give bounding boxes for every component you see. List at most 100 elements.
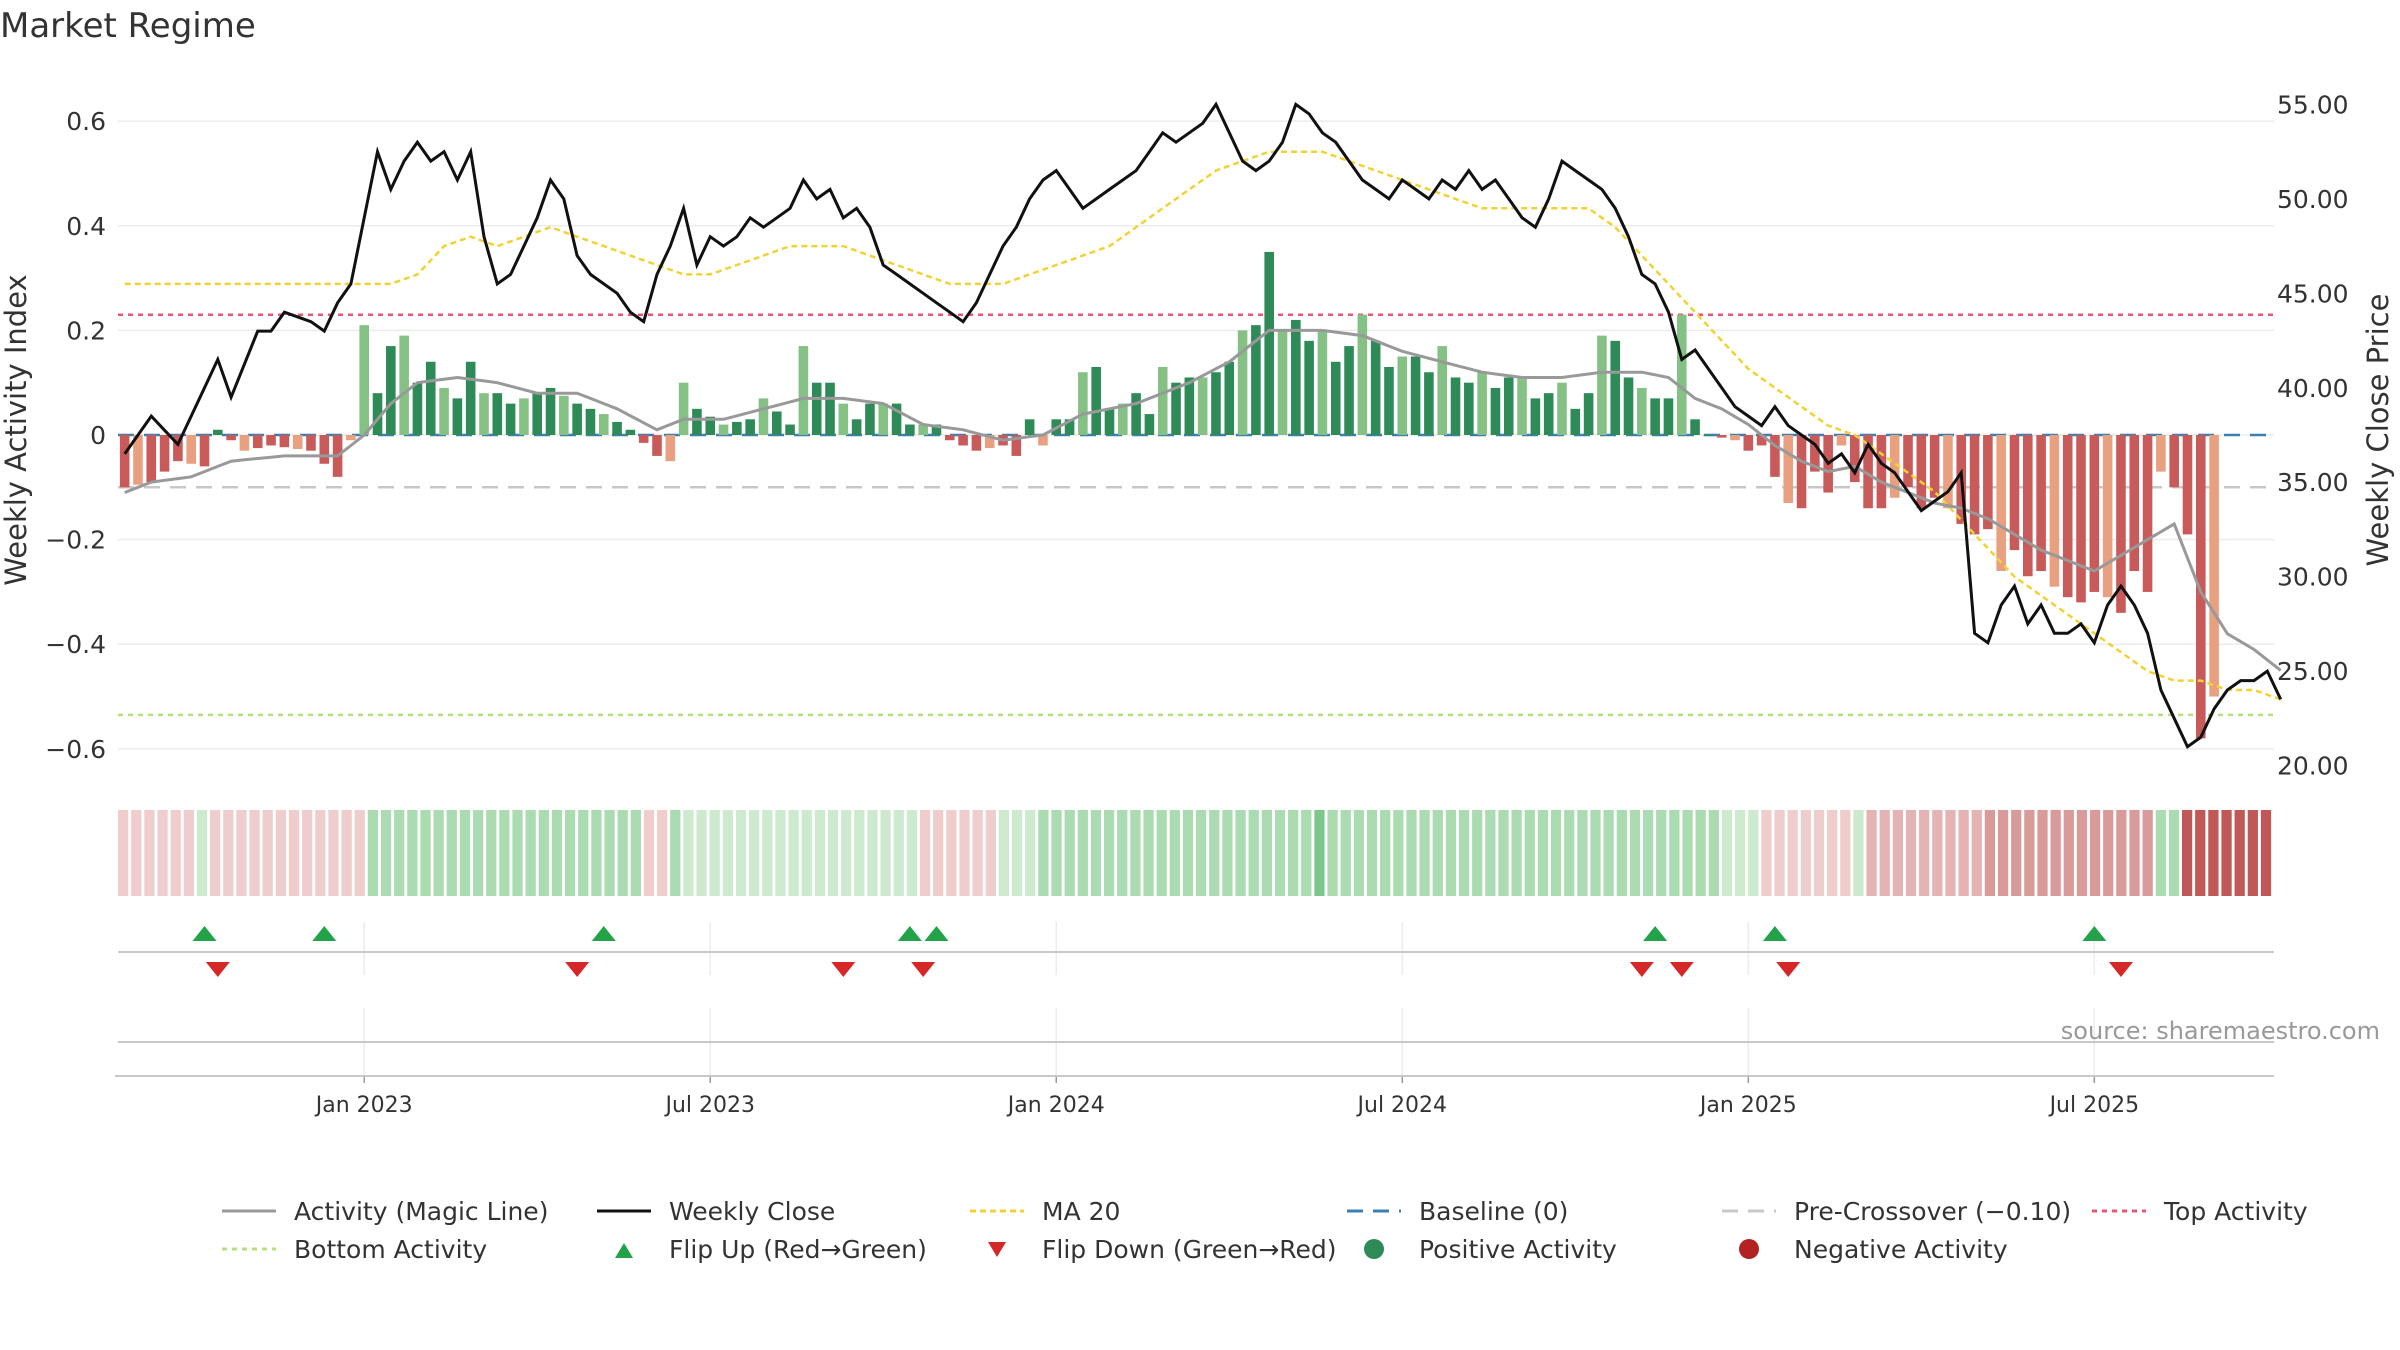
legend-swatch-flip-down <box>988 1242 1006 1257</box>
regime-cell <box>775 810 786 896</box>
y2-tick-label: 45.00 <box>2277 279 2349 308</box>
regime-cell <box>1196 810 1207 896</box>
regime-cell <box>1472 810 1483 896</box>
activity-bar <box>798 346 809 435</box>
regime-cell <box>1090 810 1102 896</box>
activity-bar <box>918 424 928 435</box>
activity-bar <box>745 419 755 435</box>
activity-bar <box>1211 372 1221 435</box>
activity-bar <box>1690 419 1700 435</box>
regime-cell <box>1550 810 1562 896</box>
regime-cell <box>564 810 576 896</box>
regime-cell <box>1827 810 1838 896</box>
activity-bar <box>1730 435 1740 441</box>
activity-bar <box>2036 435 2046 571</box>
activity-bar <box>1157 367 1168 435</box>
activity-bar <box>652 435 662 456</box>
y2-tick-label: 20.00 <box>2277 752 2349 781</box>
legend-label: Negative Activity <box>1794 1234 2008 1264</box>
regime-cell <box>1761 810 1772 896</box>
regime-cell <box>1537 810 1549 896</box>
activity-bar <box>944 435 955 441</box>
y-tick-label: 0.2 <box>66 316 106 345</box>
activity-bar <box>559 395 569 435</box>
legend-item-top-activity: Top Activity <box>2090 1196 2308 1226</box>
flip-up-marker <box>1762 926 1787 941</box>
activity-bar <box>213 429 223 435</box>
x-tick-label: Jan 2023 <box>314 1093 413 1118</box>
legend-label: Flip Up (Red→Green) <box>669 1234 927 1264</box>
regime-cell <box>2260 810 2272 896</box>
activity-bar <box>1610 340 1621 435</box>
activity-bar <box>1397 356 1408 435</box>
flip-down-marker <box>1669 962 1694 977</box>
regime-cell <box>472 810 484 896</box>
legend-label: Baseline (0) <box>1419 1196 1569 1226</box>
activity-bar <box>1517 377 1527 435</box>
activity-bar <box>678 382 689 435</box>
activity-bar <box>2102 435 2113 598</box>
activity-bar <box>306 435 316 451</box>
regime-cell <box>223 810 234 896</box>
regime-cell <box>1340 810 1351 896</box>
regime-cell <box>118 810 129 896</box>
regime-cell <box>1051 810 1062 896</box>
regime-cell <box>380 810 392 896</box>
regime-cell <box>801 810 812 896</box>
regime-cell <box>591 810 602 896</box>
activity-bar <box>1410 356 1421 435</box>
regime-cell <box>1169 810 1180 896</box>
regime-cell <box>288 810 300 896</box>
activity-bar <box>1064 419 1075 435</box>
regime-cell <box>446 810 457 896</box>
legend-swatch-activity-line <box>222 1209 276 1213</box>
regime-cell <box>1656 810 1667 896</box>
regime-cell <box>788 810 799 896</box>
flip-down-marker <box>1629 962 1654 977</box>
activity-bar <box>638 435 649 443</box>
regime-cell <box>657 810 668 896</box>
activity-bar <box>1024 419 1035 435</box>
activity-bar <box>2076 435 2086 603</box>
activity-bar <box>159 435 170 472</box>
y2-axis-label: Weekly Close Price <box>2361 294 2395 567</box>
regime-cell <box>1248 810 1259 896</box>
regime-cell <box>1288 810 1299 896</box>
activity-bar <box>1889 435 1900 498</box>
y2-tick-label: 50.00 <box>2277 185 2349 214</box>
activity-bar <box>226 435 236 441</box>
flip-up-marker <box>591 926 616 941</box>
activity-bar <box>1583 393 1594 435</box>
regime-cell <box>525 810 536 896</box>
activity-bar <box>2049 435 2060 587</box>
regime-cell <box>1511 810 1522 896</box>
activity-bar <box>1171 382 1181 435</box>
grid-layer <box>118 120 2274 1075</box>
regime-cell <box>749 810 760 896</box>
activity-bar <box>705 416 716 435</box>
regime-cell <box>2037 810 2048 896</box>
activity-bar <box>319 435 330 464</box>
regime-cell <box>2168 810 2180 896</box>
regime-cell <box>328 810 339 896</box>
regime-cell <box>762 810 773 896</box>
legend-item-baseline: Baseline (0) <box>1345 1196 1568 1226</box>
activity-bar <box>279 435 290 448</box>
regime-cell <box>1629 810 1641 896</box>
flip-up-marker <box>924 926 949 941</box>
regime-cell <box>2063 810 2074 896</box>
activity-bar <box>692 408 702 435</box>
regime-cell <box>1301 810 1312 896</box>
regime-cell <box>1866 810 1877 896</box>
regime-cell <box>236 810 247 896</box>
regime-cell <box>2155 810 2166 896</box>
regime-cell <box>1209 810 1220 896</box>
x-tick-label: Jul 2025 <box>2048 1093 2140 1118</box>
legend-label: Flip Down (Green→Red) <box>1042 1234 1337 1264</box>
regime-cell <box>683 810 694 896</box>
activity-bar <box>399 335 409 435</box>
regime-cell <box>919 810 931 896</box>
regime-cell <box>1971 810 1982 896</box>
regime-cell <box>1393 810 1404 896</box>
